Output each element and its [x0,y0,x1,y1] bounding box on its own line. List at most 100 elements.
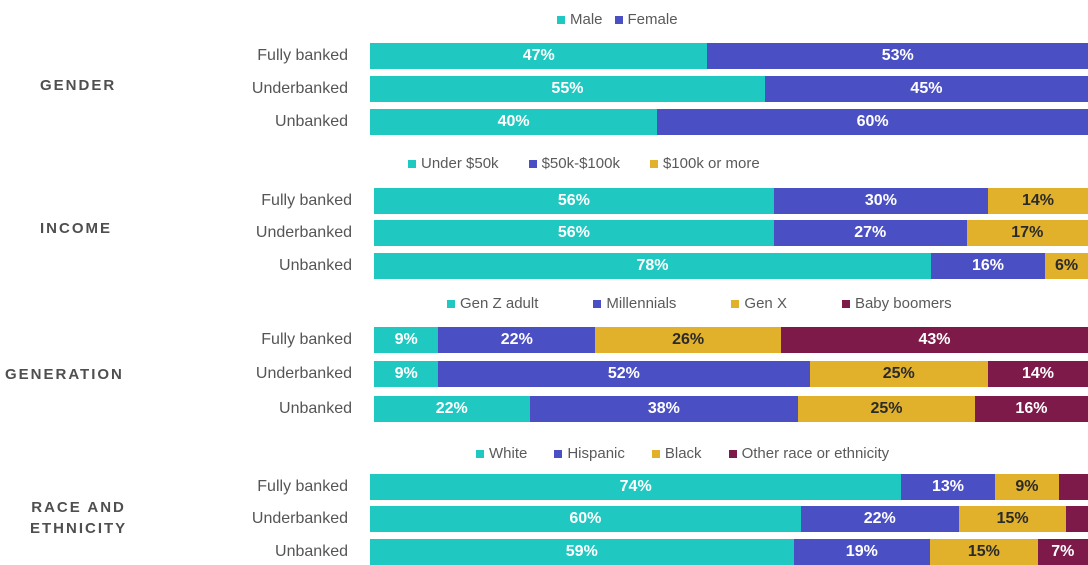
legend-label: Black [664,445,702,462]
data-label: 15% [996,510,1029,527]
legend-swatch [447,300,455,308]
bar-row: 56% 30% 14% [374,188,1088,214]
data-label: 27% [854,224,887,241]
row-label: Fully banked [257,47,348,64]
data-label: 56% [557,224,590,241]
bar-row: 22% 38% 25% 16% [374,396,1088,422]
legend-swatch [557,16,565,24]
section-label-race-and-ethnicity: RACE AND ETHNICITY [30,497,127,539]
legend-label: Gen X [744,295,787,312]
row-label: Unbanked [279,257,352,274]
section-label-income: INCOME [40,218,112,239]
bar-row: 40% 60% [370,109,1088,135]
data-label: 30% [864,192,897,209]
data-label: 25% [882,365,915,382]
bar-segment: 27% [773,220,967,246]
data-label: 47% [522,47,555,64]
data-label: 19% [845,543,878,560]
bar-segment: 25% [809,361,989,387]
legend-swatch [651,450,660,458]
legend-item: Under $50k [408,154,499,174]
data-label: 13% [931,478,964,495]
legend-swatch [408,160,416,168]
bar-segment: 55% [370,76,765,102]
bar-row: 9% 22% 26% 43% [374,327,1088,353]
bar-segment: 40% [370,109,658,135]
bar-segment: 59% [370,539,794,565]
legend-item: Black [651,444,702,464]
legend-swatch [649,160,658,168]
data-label: 22% [435,400,468,417]
bar-segment: 13% [901,474,995,500]
data-label: 56% [557,192,590,209]
legend-label: Male [570,11,603,28]
bar-segment: 38% [529,396,799,422]
section-label-line: INCOME [40,220,112,237]
legend-swatch [728,450,737,458]
legend-label: Hispanic [567,445,625,462]
bar-segment: 6% [1045,253,1088,279]
data-label: 17% [1011,224,1044,241]
legend-label: Baby boomers [854,295,952,312]
bar-row: 47% 53% [370,43,1088,69]
data-label: 16% [1015,400,1048,417]
legend-swatch [614,16,623,24]
legend-swatch [554,450,563,458]
bar-row: 74% 13% 9% [370,474,1088,500]
data-label: 38% [647,400,680,417]
bar-segment: 53% [707,43,1088,69]
legend-item: Gen Z adult [447,294,538,314]
bar-segment: 78% [374,253,931,279]
data-label: 22% [500,331,533,348]
bar-segment: 15% [958,506,1067,532]
legend-label: Millennials [606,295,677,312]
data-label: 25% [870,400,903,417]
row-label: Fully banked [257,478,348,495]
legend-label: Female [627,11,678,28]
bar-segment: 45% [764,76,1088,102]
bar-segment: 14% [988,188,1088,214]
row-label: Unbanked [275,543,348,560]
bar-segment: 9% [374,361,439,387]
legend-item: Baby boomers [841,294,952,314]
section-label-gender: GENDER [40,75,116,96]
bar-segment [1066,506,1088,532]
bar-segment: 22% [800,506,959,532]
data-label: 40% [497,113,530,130]
bar-segment: 25% [798,396,975,422]
data-label: 6% [1054,257,1079,274]
legend-item: White [476,444,527,464]
bar-segment: 52% [438,361,810,387]
data-label: 9% [1015,478,1039,495]
section-label-line: GENERATION [5,366,124,383]
data-label: 78% [636,257,669,274]
bar-segment: 16% [974,396,1088,422]
legend-race-and-ethnicity: White Hispanic Black Other race or ethnicit… [476,444,889,464]
row-label: Underbanked [255,365,352,382]
bar-segment: 9% [374,327,439,353]
row-label: Underbanked [251,80,348,97]
row-label: Underbanked [255,224,352,241]
bar-segment: 43% [780,327,1088,353]
bar-segment: 56% [374,188,774,214]
bar-segment: 56% [374,220,774,246]
bar-row: 55% 45% [370,76,1088,102]
legend-item: Other race or ethnicity [728,444,889,464]
data-label: 59% [565,543,598,560]
section-label-line: GENDER [40,77,117,94]
bar-segment: 60% [370,506,801,532]
legend-label: White [489,445,528,462]
data-label: 45% [910,80,943,97]
data-label: 15% [967,543,1000,560]
row-label: Unbanked [279,400,352,417]
data-label: 14% [1021,365,1054,382]
legend-swatch [841,300,850,308]
bar-segment: 19% [793,539,931,565]
row-label: Fully banked [261,192,352,209]
data-label: 53% [881,47,914,64]
data-label: 74% [619,478,652,495]
bar-segment [1059,474,1088,500]
legend-swatch [476,450,484,458]
row-label: Fully banked [261,331,352,348]
